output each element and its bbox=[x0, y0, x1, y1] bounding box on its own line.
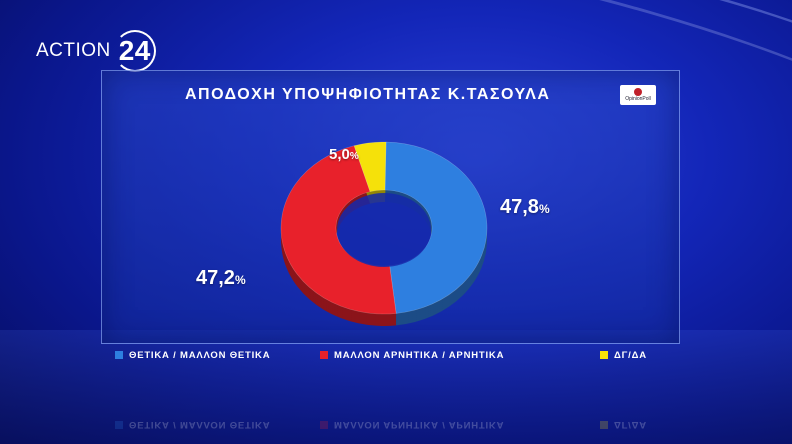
chart-title: ΑΠΟΔΟΧΗ ΥΠΟΨΗΦΙΟΤΗΤΑΣ Κ.ΤΑΣΟΥΛΑ bbox=[185, 86, 551, 103]
poll-logo-icon bbox=[634, 88, 642, 96]
legend-item-negative: ΜΑΛΛΟΝ ΑΡΝΗΤΙΚΑ / ΑΡΝΗΤΙΚΑ bbox=[320, 348, 504, 362]
legend-label: ΜΑΛΛΟΝ ΑΡΝΗΤΙΚΑ / ΑΡΝΗΤΙΚΑ bbox=[334, 349, 505, 361]
pie-slice-0 bbox=[384, 141, 488, 314]
donut-hole bbox=[337, 193, 431, 267]
floor-reflection-area bbox=[0, 330, 792, 444]
data-label-unit: % bbox=[538, 202, 550, 216]
legend-reflection: ΜΑΛΛΟΝ ΑΡΝΗΤΙΚΑ / ΑΡΝΗΤΙΚΑ bbox=[320, 418, 504, 432]
legend-label: ΜΑΛΛΟΝ ΑΡΝΗΤΙΚΑ / ΑΡΝΗΤΙΚΑ bbox=[334, 419, 505, 431]
data-label-value: 47,8 bbox=[500, 196, 539, 218]
data-label-value: 5,0 bbox=[329, 146, 350, 163]
legend-label: ΔΓ/ΔΑ bbox=[614, 419, 647, 431]
legend-swatch bbox=[115, 421, 123, 429]
legend-reflection: ΘΕΤΙΚΑ / ΜΑΛΛΟΝ ΘΕΤΙΚΑ bbox=[115, 418, 270, 432]
legend-reflection: ΔΓ/ΔΑ bbox=[600, 418, 647, 432]
pie-slice-2 bbox=[353, 141, 387, 192]
legend-label: ΘΕΤΙΚΑ / ΜΑΛΛΟΝ ΘΕΤΙΚΑ bbox=[129, 349, 271, 361]
legend-swatch bbox=[600, 351, 608, 359]
poll-source-badge: OpinionPoll bbox=[620, 85, 656, 105]
legend-swatch bbox=[600, 421, 608, 429]
legend-item-positive: ΘΕΤΙΚΑ / ΜΑΛΛΟΝ ΘΕΤΙΚΑ bbox=[115, 348, 270, 362]
legend-label: ΔΓ/ΔΑ bbox=[614, 349, 647, 361]
legend-swatch bbox=[320, 421, 328, 429]
logo-text: ACTION bbox=[36, 40, 111, 61]
data-label-unit: % bbox=[349, 151, 359, 162]
legend-item-dont-know: ΔΓ/ΔΑ bbox=[600, 348, 647, 362]
data-label-dont-know: 5,0% bbox=[329, 146, 359, 164]
data-label-value: 47,2 bbox=[196, 267, 235, 289]
legend-swatch bbox=[320, 351, 328, 359]
poll-source-label: OpinionPoll bbox=[625, 96, 651, 102]
data-label-unit: % bbox=[234, 273, 246, 287]
data-label-positive: 47,8% bbox=[500, 196, 550, 219]
data-label-negative: 47,2% bbox=[196, 267, 246, 290]
legend-label: ΘΕΤΙΚΑ / ΜΑΛΛΟΝ ΘΕΤΙΚΑ bbox=[129, 419, 271, 431]
legend-swatch bbox=[115, 351, 123, 359]
